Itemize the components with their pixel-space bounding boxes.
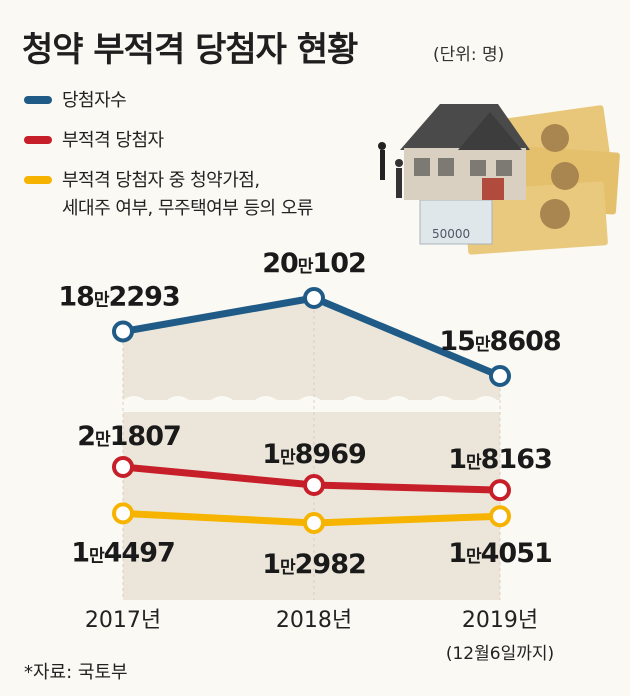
legend-label: 부적격 당첨자 [62, 130, 164, 151]
data-label: 1만2982 [262, 549, 366, 580]
chart-title: 청약 부적격 당첨자 현황 [22, 30, 358, 70]
x-tick-note: (12월6일까지) [446, 644, 554, 664]
x-tick-label: 2018년 [276, 608, 352, 633]
area-background [123, 298, 500, 400]
x-tick-label: 2019년 [462, 608, 538, 633]
legend-swatch [24, 96, 52, 104]
data-label: 1만4051 [448, 538, 552, 569]
data-point [303, 287, 325, 309]
data-point [303, 474, 325, 497]
data-label: 15만8608 [439, 326, 561, 357]
area-background-lower [123, 412, 500, 600]
data-point [489, 505, 511, 528]
data-point [112, 456, 134, 478]
data-label: 18만2293 [58, 281, 179, 312]
legend-label: 당첨자수 [62, 90, 127, 111]
legend-label-line2: 세대주 여부, 무주택여부 등의 오류 [62, 198, 313, 219]
data-label: 20만102 [262, 248, 366, 279]
legend-swatch [24, 176, 52, 184]
data-point [489, 479, 511, 502]
banknote-text: 50000 [432, 227, 470, 241]
house-and-banknotes-illustration: 50000 [378, 104, 620, 255]
source-note: *자료: 국토부 [24, 662, 128, 683]
data-point [303, 512, 325, 534]
legend-swatch [24, 136, 52, 144]
data-label: 1만8163 [448, 444, 552, 475]
data-label: 1만4497 [71, 537, 175, 568]
legend-label: 부적격 당첨자 중 청약가점, [62, 170, 260, 191]
unit-label: (단위: 명) [433, 45, 505, 65]
data-point [112, 502, 134, 525]
data-label: 1만8969 [262, 439, 366, 470]
x-tick-label: 2017년 [85, 608, 161, 633]
data-point [489, 365, 511, 387]
data-point [112, 320, 134, 343]
data-label: 2만1807 [77, 421, 181, 452]
axis-break [123, 396, 500, 412]
